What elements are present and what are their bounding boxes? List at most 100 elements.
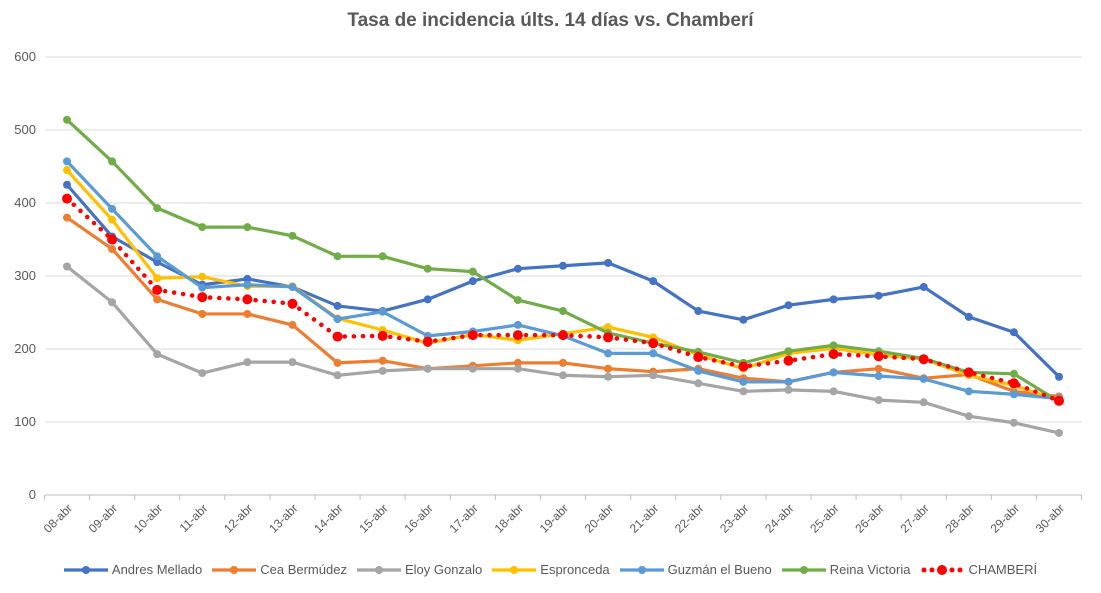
data-point <box>694 307 703 316</box>
data-point <box>153 204 162 213</box>
legend-swatch <box>921 564 963 575</box>
data-point <box>559 358 567 367</box>
legend: Andres Mellado Cea Bermúdez Eloy Gonzalo Es… <box>0 562 1101 577</box>
legend-swatch <box>492 565 537 574</box>
data-point <box>467 330 478 341</box>
data-point <box>1055 428 1063 437</box>
data-point <box>423 364 432 373</box>
data-point <box>153 252 162 261</box>
x-tick-label: 15-abr <box>356 501 390 535</box>
data-point <box>243 309 252 318</box>
data-point <box>198 272 207 281</box>
data-point <box>918 354 929 365</box>
data-point <box>243 223 252 232</box>
y-axis-ticks: 0 100 200 300 400 500 600 <box>14 49 36 502</box>
x-tick-label: 13-abr <box>266 501 300 535</box>
data-point <box>512 330 523 341</box>
legend-item: Espronceda <box>492 562 610 577</box>
data-point <box>63 180 71 189</box>
legend-label: Reina Victoria <box>829 562 911 577</box>
data-point <box>108 157 117 166</box>
legend-item: Andres Mellado <box>63 562 202 577</box>
data-point <box>739 387 748 396</box>
x-tick-label: 25-abr <box>807 501 841 535</box>
data-point <box>62 193 72 204</box>
x-tick-label: 12-abr <box>221 501 255 535</box>
y-tick-label: 0 <box>29 487 36 502</box>
data-point <box>738 361 749 372</box>
legend-label: CHAMBERÍ <box>968 562 1038 577</box>
data-point <box>964 387 973 396</box>
x-tick-label: 28-abr <box>943 501 977 535</box>
legend-item: Cea Bermúdez <box>212 562 347 577</box>
x-axis-ticks: 08-abr 09-abr 10-abr 11-abr 12-abr 13-abr 14-a… <box>41 495 1083 536</box>
data-point <box>919 374 928 383</box>
data-point <box>828 349 839 360</box>
data-point <box>63 115 71 124</box>
legend-item: Guzmán el Bueno <box>619 562 772 577</box>
data-point <box>604 258 613 267</box>
data-point <box>874 291 883 300</box>
series-line <box>66 265 1060 435</box>
data-point <box>422 336 433 347</box>
data-point <box>63 213 71 222</box>
data-point <box>468 364 477 373</box>
legend-swatch <box>619 565 664 574</box>
x-tick-label: 14-abr <box>311 501 345 535</box>
data-point <box>153 350 162 359</box>
data-point <box>378 307 387 316</box>
x-tick-label: 26-abr <box>852 501 886 535</box>
legend-item: Eloy Gonzalo <box>356 562 482 577</box>
data-point <box>649 349 658 358</box>
data-point <box>1054 395 1064 406</box>
series-espronceda <box>63 166 1063 405</box>
legend-item: CHAMBERÍ <box>920 562 1037 577</box>
series-group <box>62 115 1064 437</box>
data-point <box>108 244 117 253</box>
data-point <box>333 301 342 310</box>
data-point <box>874 372 883 381</box>
data-point <box>648 338 659 349</box>
data-point <box>63 166 71 175</box>
data-point <box>784 347 793 356</box>
data-point <box>693 352 704 363</box>
y-tick-label: 100 <box>14 414 36 429</box>
data-point <box>874 396 883 405</box>
data-point <box>423 295 432 304</box>
data-point <box>107 234 118 245</box>
data-point <box>1009 328 1018 337</box>
chart-title: Tasa de incidencia últs. 14 días vs. Cha… <box>347 10 754 31</box>
data-point <box>468 277 477 286</box>
data-point <box>604 323 613 332</box>
x-tick-label: 11-abr <box>177 501 211 535</box>
data-point <box>63 157 71 166</box>
x-tick-label: 19-abr <box>537 501 571 535</box>
data-point <box>152 284 163 295</box>
data-point <box>829 295 838 304</box>
data-point <box>108 298 117 307</box>
line-chart: 0 100 200 300 400 500 600 08-abr 09-abr 10-abr 11… <box>14 49 1083 536</box>
y-tick-label: 200 <box>14 341 36 356</box>
data-point <box>333 371 342 380</box>
y-tick-label: 400 <box>14 195 36 210</box>
x-tick-label: 09-abr <box>86 501 120 535</box>
data-point <box>288 282 297 291</box>
legend-label: Espronceda <box>540 562 610 577</box>
data-point <box>559 261 567 270</box>
data-point <box>649 371 658 380</box>
x-tick-label: 17-abr <box>447 501 481 535</box>
y-tick-label: 500 <box>14 122 36 137</box>
data-point <box>288 231 297 240</box>
data-point <box>377 330 388 341</box>
data-point <box>919 398 928 407</box>
data-point <box>829 341 838 350</box>
data-point <box>1009 369 1018 378</box>
legend-label: Guzmán el Bueno <box>667 562 772 577</box>
data-point <box>468 267 477 276</box>
data-point <box>513 364 522 373</box>
data-point <box>243 358 252 367</box>
data-point <box>513 358 522 367</box>
x-tick-label: 21-abr <box>627 501 661 535</box>
data-point <box>604 364 613 373</box>
data-point <box>739 377 748 386</box>
